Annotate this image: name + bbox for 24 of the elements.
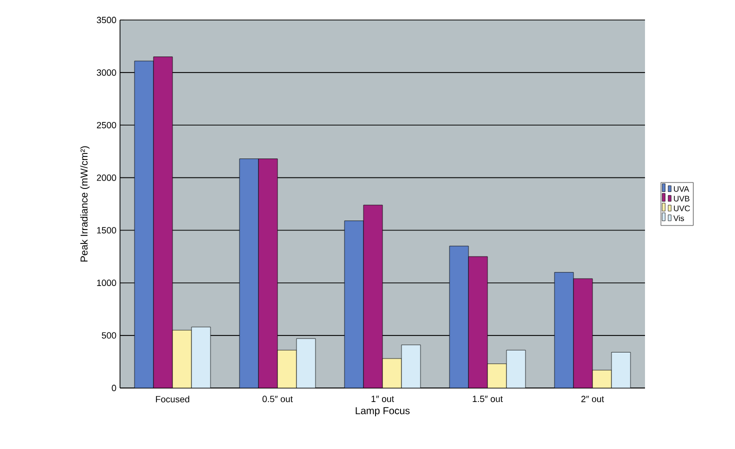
y-tick-label: 2000: [96, 174, 116, 181]
y-tick-label: 3500: [96, 16, 116, 24]
bar: [134, 60, 154, 388]
bar: [239, 158, 259, 388]
y-tick-label: 1500: [97, 227, 116, 234]
legend-label: Vis: [673, 215, 684, 222]
y-tick-label: 3000: [96, 69, 116, 76]
legend-label: UVA: [674, 186, 690, 192]
x-tick-label: Focused: [156, 396, 190, 402]
y-tick-label: 0: [112, 384, 116, 392]
x-axis-title: Lamp Focus: [356, 407, 410, 416]
x-tick-label: 0.5″ out: [262, 396, 293, 402]
legend-label: UVC: [674, 206, 690, 212]
bar: [344, 220, 364, 388]
legend-label: UVB: [674, 196, 690, 202]
bar: [449, 246, 469, 388]
y-tick-label: 500: [102, 332, 116, 339]
y-tick-label: 2500: [96, 122, 116, 128]
x-tick-label: 1.5″ out: [472, 396, 503, 402]
y-axis-title: Peak Irradiance (mW/cm²): [80, 146, 90, 262]
x-tick-label: 2″ out: [581, 396, 604, 402]
bar: [554, 272, 574, 388]
x-tick-label: 1″ out: [372, 396, 394, 402]
y-tick-label: 1000: [97, 280, 116, 286]
